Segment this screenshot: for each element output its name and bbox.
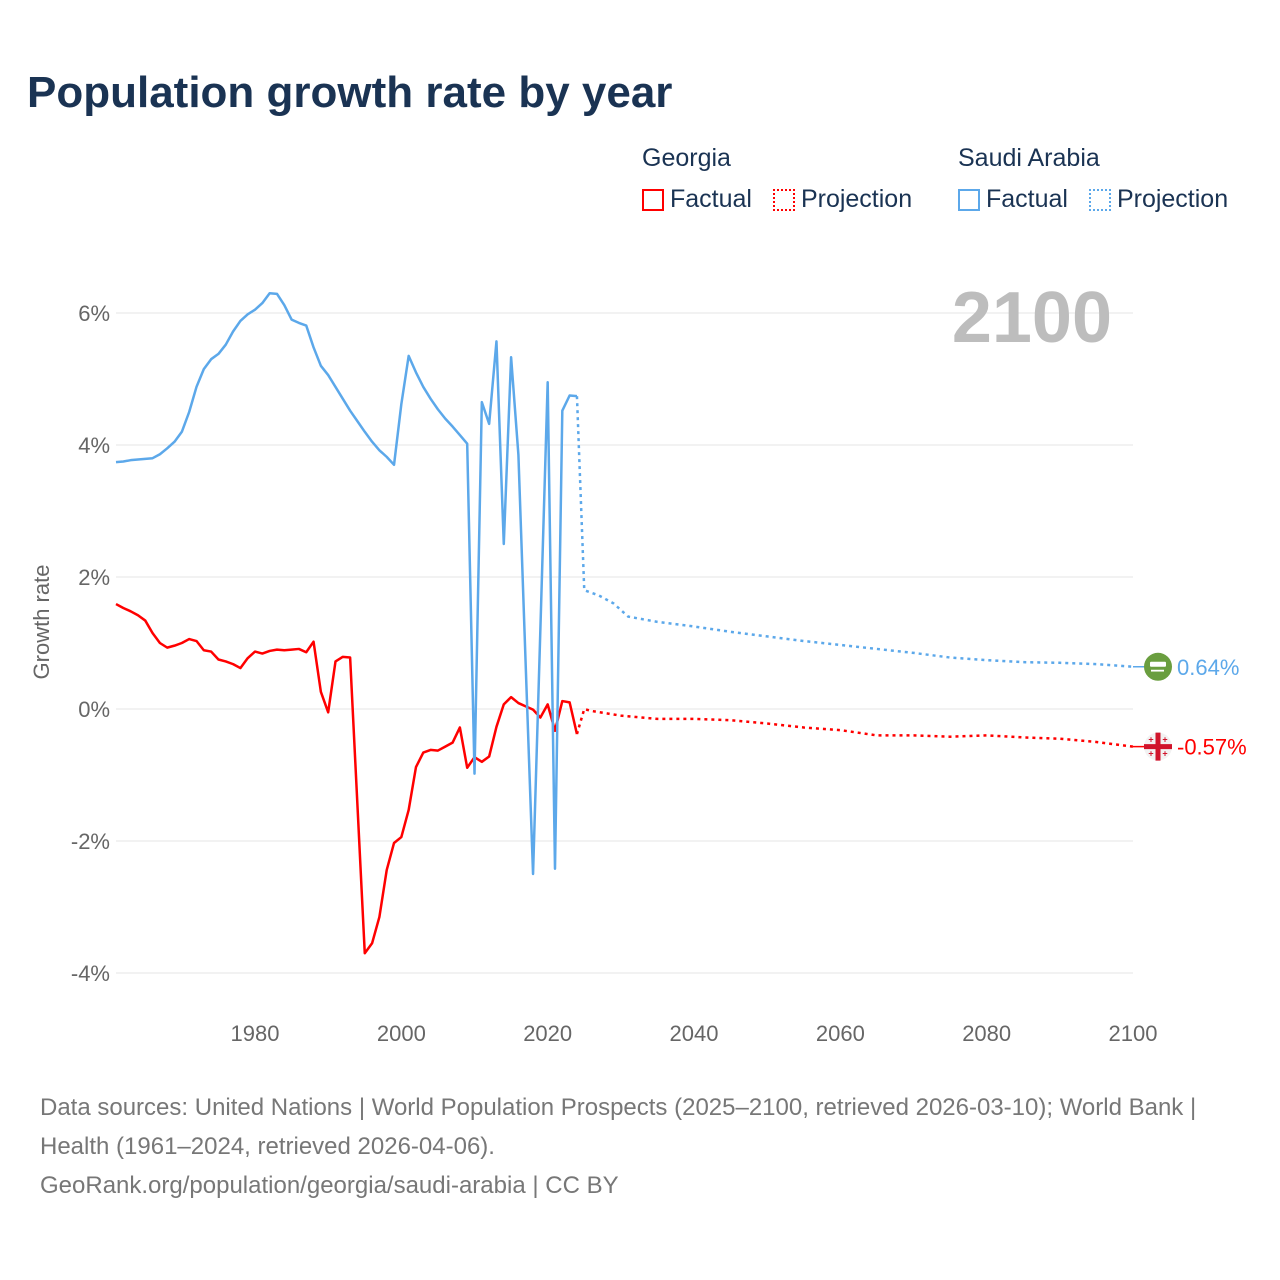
- data-sources: Data sources: United Nations | World Pop…: [40, 1094, 1197, 1160]
- dotted-line-swatch-icon: [772, 188, 795, 211]
- legend-georgia-factual[interactable]: Factual: [642, 185, 752, 214]
- saudi-arabia-flag-icon: [1144, 652, 1172, 681]
- georgia-projection-line: [575, 707, 1134, 748]
- x-tick-label: 2040: [670, 1021, 719, 1046]
- flag-inscription: [1150, 661, 1166, 667]
- x-tick-label: 2060: [816, 1021, 865, 1046]
- x-tick-label: 2000: [377, 1021, 426, 1046]
- flag-small-cross: +: [1162, 749, 1167, 759]
- legend-georgia: Georgia Factual Projection: [642, 144, 926, 218]
- y-tick-label: 0%: [78, 697, 110, 722]
- flag-small-cross: +: [1148, 749, 1153, 759]
- legend-label: Factual: [670, 185, 752, 213]
- footer: Data sources: United Nations | World Pop…: [40, 1088, 1240, 1205]
- credit-link[interactable]: GeoRank.org/population/georgia/saudi-ara…: [40, 1172, 619, 1199]
- georgia-factual-line: [115, 602, 579, 955]
- dotted-line-swatch-icon: [1088, 188, 1111, 211]
- saudi-arabia-factual-line: [115, 291, 578, 876]
- georgia-flag-icon: + + + +: [1144, 732, 1172, 761]
- saudi-arabia-projection-line: [575, 396, 1134, 669]
- flag-sword: [1151, 669, 1164, 672]
- x-tick-label: 2080: [962, 1021, 1011, 1046]
- flag-cross: [1144, 744, 1172, 750]
- y-tick-label: 6%: [78, 301, 110, 326]
- saudi-arabia-end-label: 0.64%: [1177, 655, 1239, 680]
- georgia-end-label: -0.57%: [1177, 735, 1247, 760]
- solid-line-swatch-icon: [642, 188, 664, 211]
- page-title: Population growth rate by year: [27, 68, 673, 117]
- x-tick-label: 2020: [523, 1021, 572, 1046]
- legend-label: Projection: [800, 185, 913, 213]
- legend-georgia-projection[interactable]: Projection: [772, 185, 913, 214]
- legend-georgia-name: Georgia: [642, 144, 731, 172]
- y-tick-label: -2%: [71, 829, 110, 854]
- flag-small-cross: +: [1148, 735, 1153, 745]
- y-tick-label: 4%: [78, 433, 110, 458]
- y-tick-label: 2%: [78, 565, 110, 590]
- legend-saudi-arabia-factual[interactable]: Factual: [958, 185, 1068, 214]
- legend-saudi-arabia: Saudi Arabia Factual Projection: [958, 144, 1242, 218]
- flag-small-cross: +: [1162, 735, 1167, 745]
- current-year-display: 2100: [952, 278, 1112, 358]
- y-tick-label: -4%: [71, 961, 110, 986]
- legend-label: Projection: [1116, 185, 1229, 213]
- solid-line-swatch-icon: [958, 188, 980, 211]
- legend-saudi-arabia-projection[interactable]: Projection: [1088, 185, 1229, 214]
- x-tick-label: 1980: [231, 1021, 280, 1046]
- x-tick-label: 2100: [1109, 1021, 1158, 1046]
- legend-saudi-arabia-name: Saudi Arabia: [958, 144, 1100, 172]
- legend-label: Factual: [986, 185, 1068, 213]
